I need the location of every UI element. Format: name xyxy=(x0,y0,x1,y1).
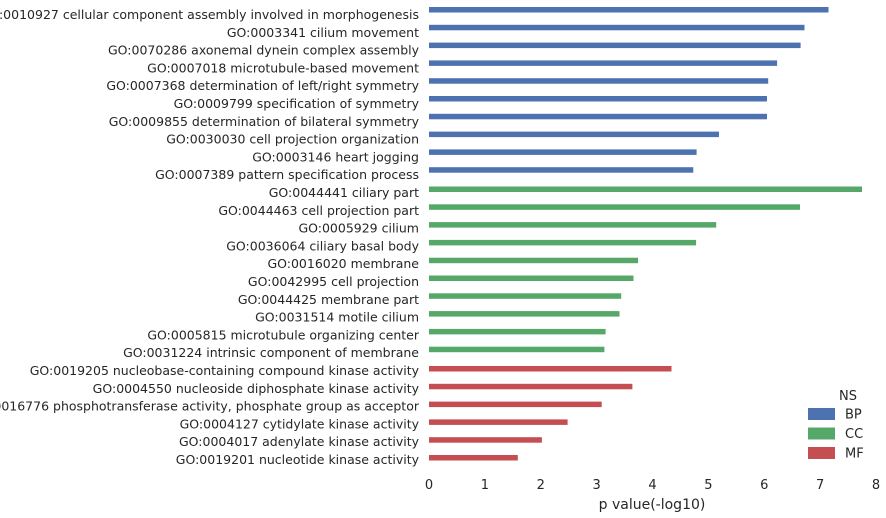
bar-mf xyxy=(429,401,602,408)
category-label: GO:0031224 intrinsic component of membra… xyxy=(123,345,419,360)
x-tick-label: 7 xyxy=(816,478,824,493)
legend-swatch-bp xyxy=(808,408,835,420)
bar-cc xyxy=(429,346,605,353)
category-label: GO:0016020 membrane xyxy=(267,256,419,271)
category-label: GO:0031514 motile cilium xyxy=(255,310,419,325)
bar-mf xyxy=(429,366,672,372)
category-label: GO:0003341 cilium movement xyxy=(227,25,419,40)
x-tick-label: 8 xyxy=(872,478,880,493)
bar-cc xyxy=(429,328,606,335)
category-label: GO:0044425 membrane part xyxy=(238,292,419,307)
legend-swatch-cc xyxy=(808,427,835,440)
bar-bp xyxy=(429,113,767,120)
bar-bp xyxy=(429,24,805,31)
legend-label-bp: BP xyxy=(845,408,862,423)
bar-bp xyxy=(429,7,829,13)
bar-mf xyxy=(429,419,568,425)
category-label: GO:0016776 phosphotransferase activity, … xyxy=(0,399,420,414)
x-tick-label: 3 xyxy=(592,478,600,493)
legend-label-cc: CC xyxy=(845,427,863,442)
category-label: GO:0003146 heart jogging xyxy=(252,149,419,164)
category-label: GO:0005929 cilium xyxy=(298,221,419,236)
bar-bp xyxy=(429,96,767,102)
bar-cc xyxy=(429,204,800,210)
category-label: GO:0007018 microtubule-based movement xyxy=(147,60,419,75)
bar-bp xyxy=(429,131,719,138)
category-label: GO:0070286 axonemal dynein complex assem… xyxy=(108,43,420,58)
bar-bp xyxy=(429,78,769,84)
x-tick-label: 6 xyxy=(760,478,768,493)
category-label: GO:0042995 cell projection xyxy=(248,274,419,289)
bar-cc xyxy=(429,257,638,264)
category-label: GO:0009855 determination of bilateral sy… xyxy=(109,114,420,129)
bar-cc xyxy=(429,239,697,246)
bar-bp xyxy=(429,167,694,173)
legend-label-mf: MF xyxy=(845,447,864,462)
category-label: GO:0009799 specification of symmetry xyxy=(174,96,420,111)
legend-swatch-mf xyxy=(808,447,835,459)
legend: NS BP CC MF xyxy=(808,389,864,462)
x-tick-label: 1 xyxy=(481,478,489,493)
bar-cc xyxy=(429,222,717,228)
x-tick-label: 4 xyxy=(648,478,656,493)
x-axis: 0 1 2 3 4 5 6 7 8 xyxy=(425,478,880,493)
bar-cc xyxy=(429,293,622,299)
x-tick-label: 0 xyxy=(425,478,433,493)
bar-cc xyxy=(429,186,862,192)
category-label: GO:0036064 ciliary basal body xyxy=(226,238,419,253)
category-label: GO:0019201 nucleotide kinase activity xyxy=(176,452,420,467)
category-label: GO:0044441 ciliary part xyxy=(269,185,419,200)
x-tick-label: 2 xyxy=(537,478,545,493)
category-label: GO:0004017 adenylate kinase activity xyxy=(179,434,420,449)
bar-bp xyxy=(429,60,778,66)
category-label: GO:0004550 nucleoside diphosphate kinase… xyxy=(93,381,420,396)
category-labels: GO:0010927 cellular component assembly i… xyxy=(0,7,420,467)
category-label: GO:0007368 determination of left/right s… xyxy=(106,78,419,93)
bar-mf xyxy=(429,455,518,461)
category-label: GO:0007389 pattern specification process xyxy=(155,167,419,182)
bar-cc xyxy=(429,311,620,317)
category-label: GO:0005815 microtubule organizing center xyxy=(147,327,420,342)
bar-cc xyxy=(429,275,634,281)
bar-bp xyxy=(429,149,697,155)
bars xyxy=(429,7,862,461)
legend-title: NS xyxy=(839,389,857,404)
bar-bp xyxy=(429,42,801,49)
bar-mf xyxy=(429,383,633,390)
category-label: GO:0044463 cell projection part xyxy=(218,203,419,218)
x-axis-label: p value(-log10) xyxy=(599,497,706,513)
x-tick-label: 5 xyxy=(704,478,712,493)
category-label: GO:0010927 cellular component assembly i… xyxy=(0,7,419,22)
category-label: GO:0019205 nucleobase-containing compoun… xyxy=(30,363,420,378)
category-label: GO:0030030 cell projection organization xyxy=(166,132,419,147)
bar-mf xyxy=(429,437,542,443)
category-label: GO:0004127 cytidylate kinase activity xyxy=(180,416,420,431)
